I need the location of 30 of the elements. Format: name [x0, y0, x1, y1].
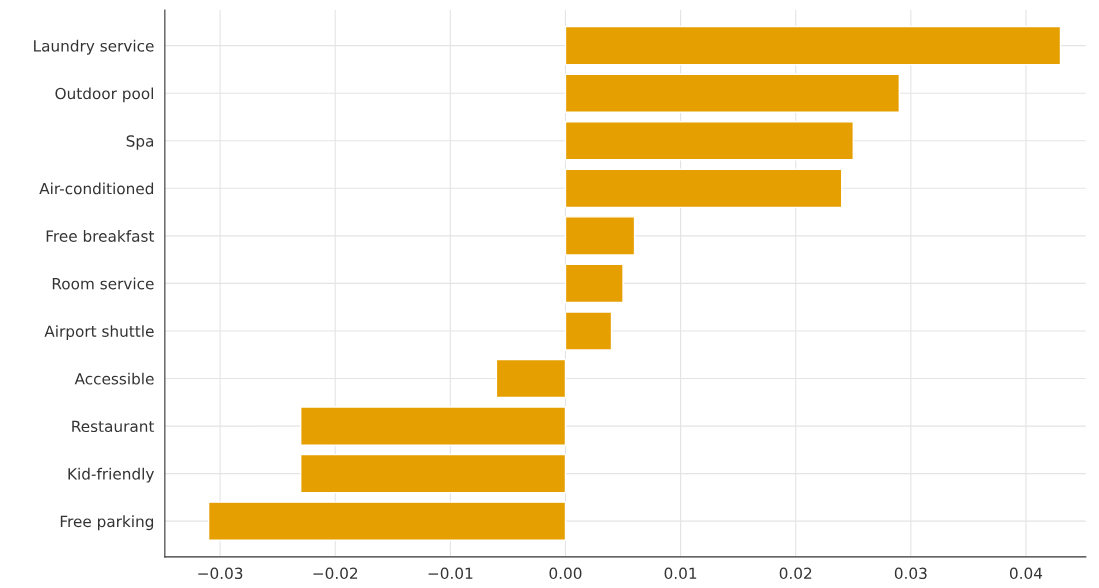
- y-tick-label: Spa: [126, 135, 154, 150]
- bar: [564, 73, 901, 113]
- bar: [564, 263, 624, 304]
- bar: [564, 168, 843, 209]
- x-tick-label: 0.00: [549, 567, 582, 580]
- bar: [299, 406, 567, 446]
- bar: [564, 25, 1062, 66]
- y-tick-label: Free parking: [60, 515, 154, 531]
- bar: [564, 311, 613, 351]
- y-tick-label: Accessible: [74, 372, 154, 385]
- y-tick-label: Free breakfast: [46, 230, 155, 242]
- x-tick-label: 0.02: [779, 567, 812, 580]
- bar: [207, 501, 567, 541]
- y-tick-label: Kid-friendly: [68, 467, 154, 483]
- x-tick-label: 0.03: [894, 567, 927, 580]
- y-tick-label: Restaurant: [72, 420, 155, 433]
- bar: [564, 121, 854, 161]
- y-tick-label: Room service: [52, 277, 154, 290]
- y-tick-label: Laundry service: [34, 39, 154, 55]
- bar: [299, 453, 567, 494]
- y-tick-label: Air-conditioned: [39, 182, 154, 195]
- y-tick-label: Outdoor pool: [55, 87, 153, 103]
- x-tick-label: −0.01: [428, 567, 473, 580]
- bar: [495, 358, 567, 399]
- x-tick-label: 0.04: [1009, 567, 1043, 580]
- bar: [564, 216, 636, 256]
- y-tick-label: Airport shuttle: [44, 325, 154, 340]
- x-tick-label: −0.03: [198, 567, 243, 580]
- x-tick-label: 0.01: [664, 567, 697, 580]
- x-tick-label: −0.02: [313, 567, 358, 580]
